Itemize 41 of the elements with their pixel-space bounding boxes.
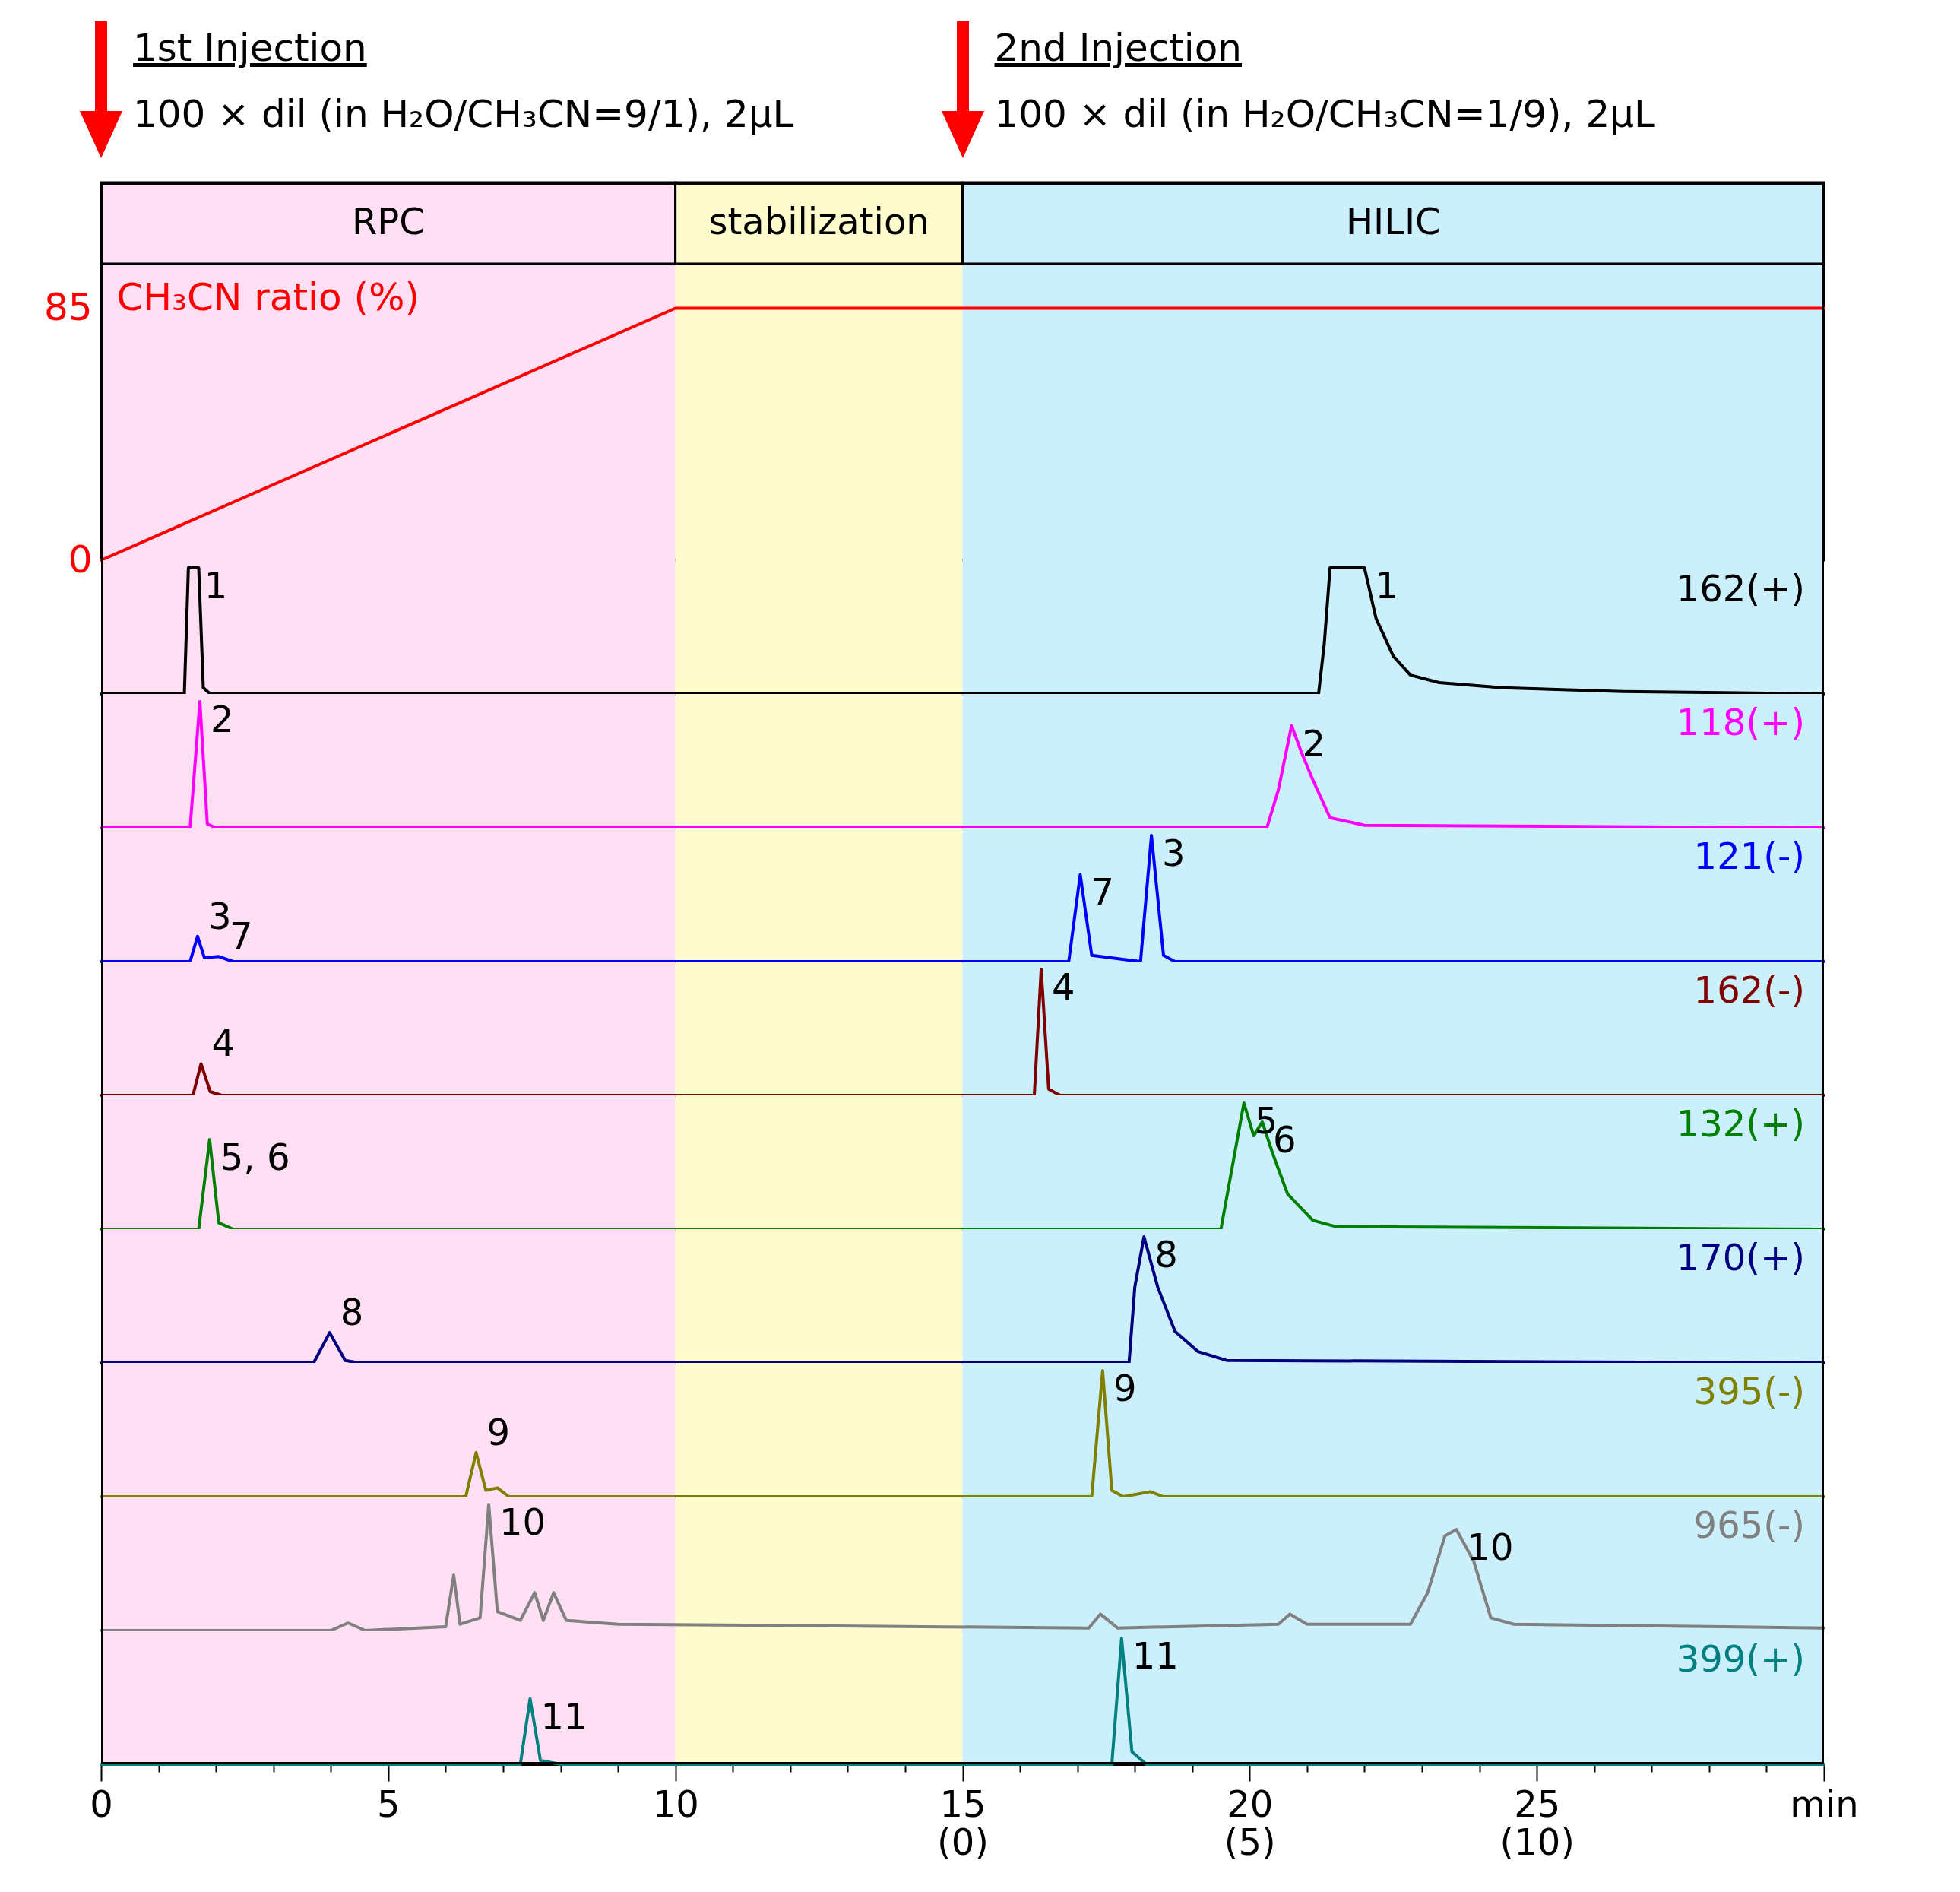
- text: 170(+): [1676, 1235, 1805, 1279]
- annotation: 9: [486, 1410, 510, 1453]
- annotation: 9: [1113, 1366, 1137, 1409]
- annotation: 5, 6: [220, 1136, 290, 1179]
- band-label: stabilization: [708, 199, 929, 242]
- annotation: 2: [1302, 721, 1326, 765]
- annotation: 8: [340, 1291, 364, 1334]
- annotation: 11: [1132, 1634, 1179, 1677]
- annotation: 2: [210, 697, 234, 740]
- x-tick-label: min: [1790, 1782, 1859, 1825]
- annotation: 10: [499, 1500, 546, 1543]
- text: 100 × dil (in H₂O/CH₃CN=9/1), 2µL: [133, 92, 794, 136]
- annotation: 1: [204, 563, 228, 607]
- text: 965(-): [1693, 1503, 1805, 1546]
- annotation: 3: [1162, 831, 1186, 874]
- annotation: 7: [1091, 870, 1114, 914]
- annotation: 1: [1375, 563, 1399, 607]
- text: 162(-): [1693, 968, 1805, 1011]
- annotation: 4: [211, 1022, 236, 1065]
- y-tick-label: 85: [43, 285, 93, 329]
- x-tick-label: 20 (5): [1224, 1782, 1276, 1863]
- x-tick-label: 5: [377, 1782, 401, 1825]
- annotation: 8: [1154, 1232, 1178, 1276]
- x-tick-label: 15 (0): [937, 1782, 989, 1863]
- band-label: HILIC: [1345, 199, 1441, 242]
- text: 121(-): [1693, 834, 1805, 877]
- text: 2nd Injection: [994, 26, 1242, 70]
- annotation: 10: [1467, 1526, 1514, 1569]
- text: 132(+): [1676, 1101, 1805, 1145]
- y-axis-title: CH₃CN ratio (%): [116, 274, 420, 319]
- annotation: 11: [540, 1694, 587, 1738]
- x-tick-label: 25 (10): [1499, 1782, 1575, 1863]
- text: 1st Injection: [133, 26, 367, 70]
- text: 162(+): [1676, 566, 1805, 610]
- text: 118(+): [1676, 700, 1805, 743]
- text: 100 × dil (in H₂O/CH₃CN=1/9), 2µL: [994, 92, 1655, 136]
- band-label: RPC: [351, 199, 425, 242]
- annotation: 4: [1052, 965, 1075, 1008]
- text: 399(+): [1676, 1637, 1805, 1680]
- text: 395(-): [1693, 1369, 1805, 1412]
- x-tick-label: 10: [652, 1782, 699, 1825]
